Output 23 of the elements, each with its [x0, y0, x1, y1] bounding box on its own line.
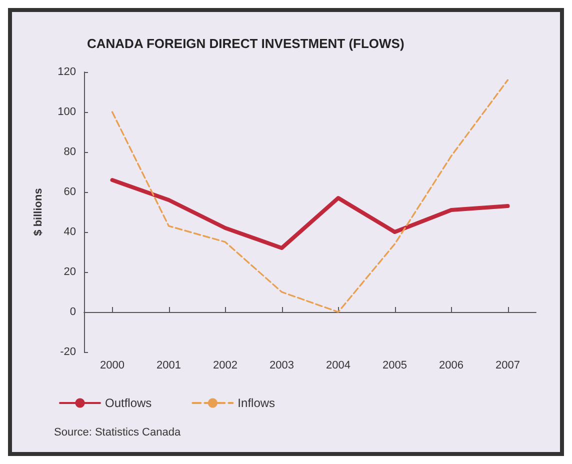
- chart-title: CANADA FOREIGN DIRECT INVESTMENT (FLOWS): [87, 36, 404, 51]
- y-tick-label: 80: [64, 146, 76, 158]
- y-tick-label: 20: [64, 266, 76, 278]
- source-note: Source: Statistics Canada: [54, 426, 182, 438]
- x-tick-label: 2000: [100, 360, 124, 372]
- legend-label: Outflows: [105, 396, 152, 410]
- y-tick-label: 100: [58, 106, 76, 118]
- x-tick-label: 2006: [439, 360, 464, 372]
- y-axis-title: $ billions: [32, 188, 44, 236]
- x-tick-label: 2005: [382, 360, 407, 372]
- x-tick-label: 2007: [496, 360, 520, 372]
- line-series: [110, 178, 510, 250]
- x-tick-label: 2003: [270, 360, 294, 372]
- x-tick-label: 2001: [156, 360, 181, 372]
- y-tick-label: 40: [64, 226, 76, 238]
- y-tick-label: -20: [60, 346, 76, 358]
- y-tick-label: 0: [70, 306, 76, 318]
- y-tick-label: 120: [58, 66, 76, 78]
- line-series: [111, 79, 509, 313]
- x-tick-label: 2002: [213, 360, 238, 372]
- legend-label: Inflows: [238, 396, 276, 410]
- x-tick-label: 2004: [326, 360, 350, 372]
- y-tick-label: 60: [64, 186, 76, 198]
